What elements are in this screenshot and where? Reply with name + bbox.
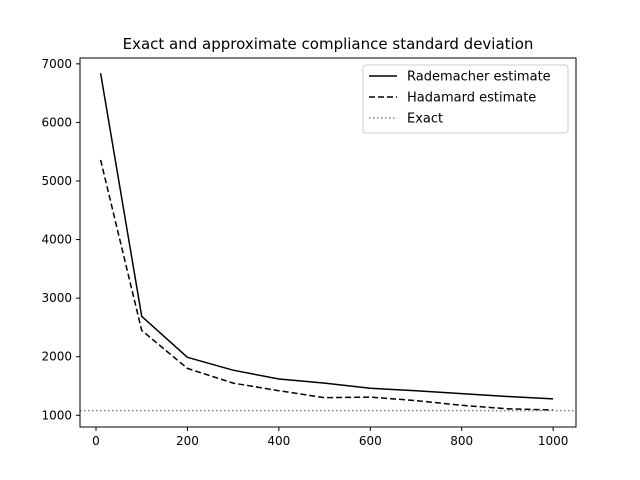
y-tick-label: 4000	[41, 233, 72, 247]
x-tick-label: 800	[450, 434, 473, 448]
legend-label: Exact	[407, 112, 443, 127]
x-tick-label: 200	[176, 434, 199, 448]
plot-area	[80, 73, 576, 412]
y-tick-label: 3000	[41, 291, 72, 305]
legend-label: Rademacher estimate	[407, 70, 551, 85]
y-tick-label: 6000	[41, 115, 72, 129]
y-tick-label: 1000	[41, 408, 72, 422]
legend-label: Hadamard estimate	[407, 91, 536, 106]
y-tick-label: 2000	[41, 350, 72, 364]
series-line-rademacher-estimate	[99, 73, 554, 400]
axes-frame	[79, 57, 577, 428]
y-tick-label: 7000	[41, 57, 72, 71]
y-tick-label: 5000	[41, 174, 72, 188]
legend-box	[362, 64, 569, 134]
legend: Rademacher estimate Hadamard estimate Exac…	[362, 64, 569, 134]
series-line-hadamard-estimate	[99, 159, 554, 411]
axes: 0 200 400 600 800 1000 1000 2000 3000 4000 5000 600…	[41, 57, 577, 448]
x-tick-label: 0	[92, 434, 100, 448]
chart-title: Exact and approximate compliance standar…	[123, 35, 534, 53]
x-tick-label: 1000	[538, 434, 569, 448]
x-tick-label: 600	[359, 434, 382, 448]
x-tick-label: 400	[267, 434, 290, 448]
